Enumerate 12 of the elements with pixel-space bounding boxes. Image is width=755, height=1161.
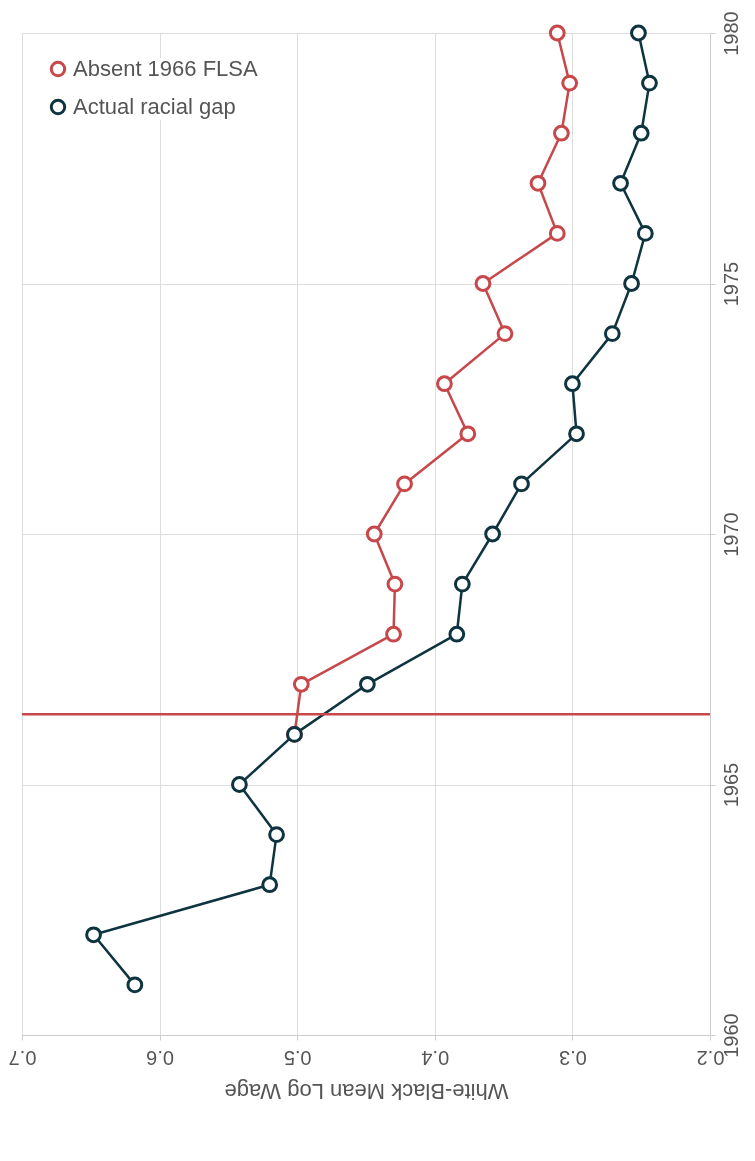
x-tick-label: 0.6 xyxy=(146,1046,175,1069)
y-tick-label: 1965 xyxy=(719,762,742,808)
y-tick-label: 1975 xyxy=(719,261,742,307)
x-axis-title: White-Black Mean Log Wage xyxy=(224,1078,509,1104)
legend-label: Actual racial gap xyxy=(73,94,236,119)
x-tick-label: 0.5 xyxy=(283,1046,312,1069)
x-tick-label: 0.3 xyxy=(558,1046,587,1069)
y-tick-label: 1970 xyxy=(719,512,742,557)
x-tick-label: 0.4 xyxy=(421,1046,450,1069)
legend-label: Absent 1966 FLSA xyxy=(73,56,259,81)
x-tick-label: 0.7 xyxy=(8,1046,37,1069)
y-tick-label: 1980 xyxy=(719,11,742,56)
